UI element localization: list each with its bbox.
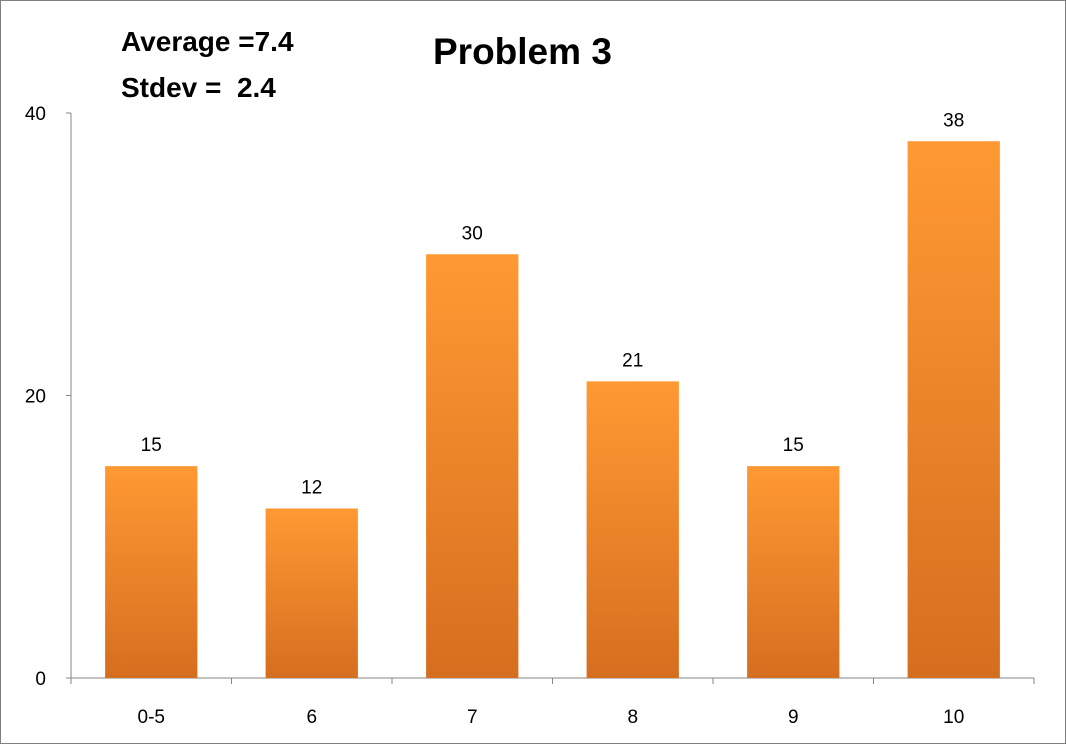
stdev-annotation: Stdev = 2.4 [121, 72, 276, 103]
data-label: 38 [943, 110, 964, 131]
x-tick-label: 8 [627, 707, 638, 728]
bar-0-5 [105, 466, 198, 678]
bar-6 [265, 508, 358, 678]
chart-title: Problem 3 [433, 31, 612, 72]
x-tick-label: 10 [943, 707, 964, 728]
x-tick-label: 0-5 [138, 707, 165, 728]
data-label: 30 [462, 223, 483, 244]
y-tick-label: 20 [25, 387, 46, 408]
data-label: 21 [622, 350, 643, 371]
bar-7 [426, 254, 519, 678]
bar-9 [747, 466, 840, 678]
bar-10 [907, 141, 1000, 678]
bar-8 [586, 381, 679, 678]
data-label: 15 [141, 435, 162, 456]
y-tick-label: 40 [25, 104, 46, 125]
data-label: 15 [783, 435, 804, 456]
average-annotation: Average =7.4 [121, 26, 294, 57]
data-label: 12 [301, 478, 322, 499]
x-tick-label: 9 [788, 707, 799, 728]
x-tick-label: 7 [467, 707, 478, 728]
y-tick-label: 0 [35, 669, 46, 690]
x-tick-label: 6 [306, 707, 317, 728]
